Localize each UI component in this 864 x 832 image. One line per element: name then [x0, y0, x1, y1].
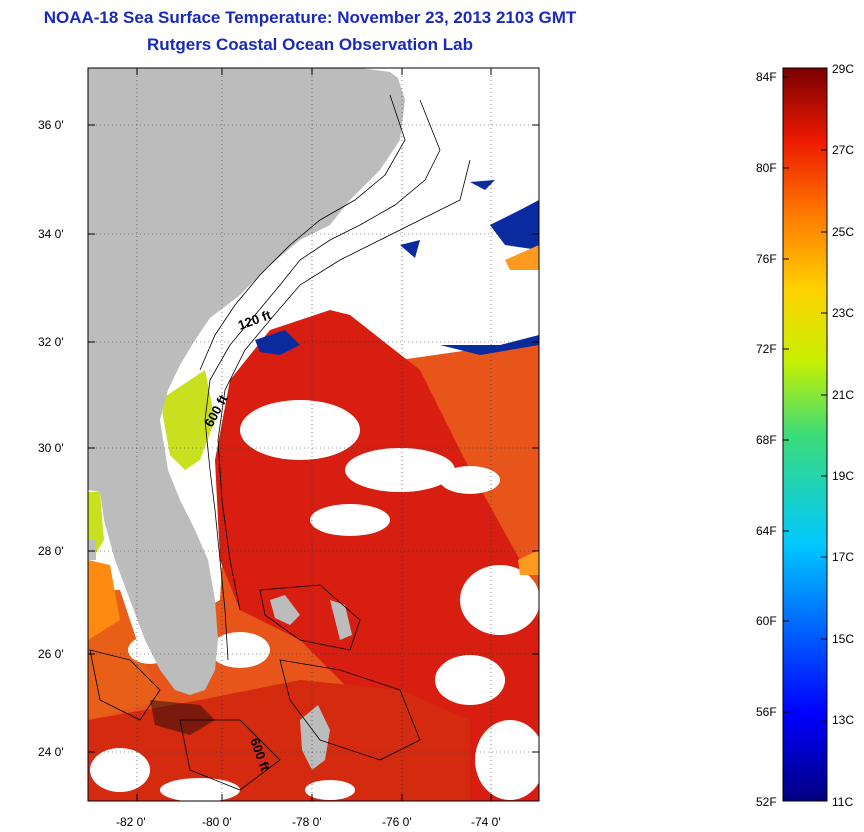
lat-label-36: 36 0' — [38, 118, 64, 132]
bahamas-islands — [88, 540, 352, 770]
colorbar-c-21: 21C — [832, 388, 855, 402]
colorbar-f-60: 60F — [756, 614, 777, 628]
gulf-coast-orange — [88, 560, 120, 640]
lat-label-30: 30 0' — [38, 441, 64, 455]
colorbar-f-64: 64F — [756, 524, 777, 538]
colorbar-c-27: 27C — [832, 143, 855, 157]
nearshore-cool-band — [160, 370, 215, 470]
map-title: NOAA-18 Sea Surface Temperature: Novembe… — [43, 8, 577, 27]
map-frame — [87, 67, 540, 802]
lat-label-32: 32 0' — [38, 335, 64, 349]
lat-label-28: 28 0' — [38, 544, 64, 558]
colorbar-f-76: 76F — [756, 252, 777, 266]
lon-label-80: -80 0' — [202, 815, 232, 829]
colorbar-c-13: 13C — [832, 713, 855, 727]
colorbar-c-17: 17C — [832, 550, 855, 564]
colorbar-f-72: 72F — [756, 342, 777, 356]
colorbar-c-25: 25C — [832, 225, 855, 239]
colorbar-c-23: 23C — [832, 306, 855, 320]
warm-edge-patches — [505, 245, 539, 575]
lat-label-26: 26 0' — [38, 647, 64, 661]
map-subtitle: Rutgers Coastal Ocean Observation Lab — [147, 35, 473, 54]
colorbar-f-56: 56F — [756, 705, 777, 719]
lon-label-82: -82 0' — [116, 815, 146, 829]
lat-label-34: 34 0' — [38, 227, 64, 241]
colorbar-f-68: 68F — [756, 433, 777, 447]
colorbar-c-15: 15C — [832, 632, 855, 646]
colorbar-ticks — [783, 76, 827, 721]
bathymetry-contours — [89, 94, 471, 791]
colorbar-c-11: 11C — [832, 795, 854, 809]
lon-label-74: -74 0' — [471, 815, 501, 829]
axis-ticks — [88, 68, 539, 801]
colorbar-f-80: 80F — [756, 161, 777, 175]
colorbar-c-29: 29C — [832, 62, 855, 76]
lon-label-76: -76 0' — [382, 815, 412, 829]
land-mass — [88, 68, 405, 695]
florida-bay — [150, 700, 215, 735]
colorbar — [782, 67, 828, 802]
colorbar-f-52: 52F — [756, 795, 777, 809]
colorbar-f-84: 84F — [756, 70, 777, 84]
lat-label-24: 24 0' — [38, 745, 64, 759]
colorbar-c-19: 19C — [832, 469, 855, 483]
lon-label-78: -78 0' — [292, 815, 322, 829]
